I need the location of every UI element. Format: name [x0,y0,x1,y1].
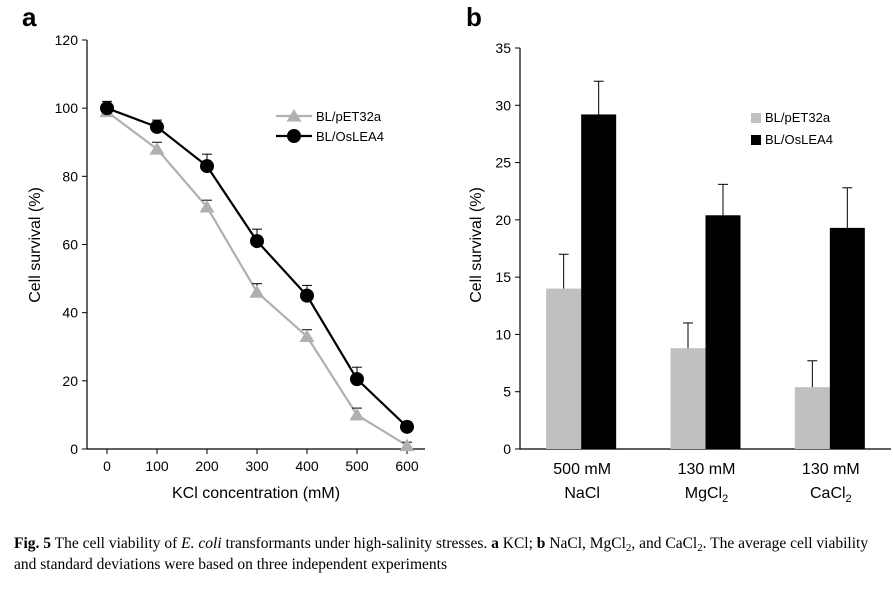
panel-a-letter: a [22,2,37,32]
panel-b-bar-pet32a [794,387,830,449]
panel-a-data-point [349,407,365,421]
panel-b-y-tick-label: 0 [503,441,511,457]
panel-b-category-label: 130 mM [802,461,860,478]
panel-b-y-tick-label: 10 [495,326,511,342]
panel-a-y-tick-label: 100 [55,100,79,116]
panel-b-bar-pet32a [670,348,706,449]
panel-a-legend: BL/pET32a BL/OsLEA4 [276,109,384,144]
panel-a-series-oslea4 [100,100,414,434]
panel-b-category-sublabel: NaCl [564,485,600,502]
panel-a-y-tick-label: 120 [55,32,79,48]
panel-a-y-axis-title: Cell survival (%) [27,187,44,303]
panel-b-legend-label: BL/pET32a [765,110,831,125]
panel-a-series-line [106,110,408,447]
panel-b-letter: b [466,2,482,32]
panel-a-ticks: 0 20 40 60 80 100 120 0 100 200 300 400 500 600 [55,32,419,474]
panel-a: a 0 20 40 60 80 100 120 0 100 200 300 400 500 600 KCl… [22,2,425,502]
panel-b-legend: BL/pET32a BL/OsLEA4 [751,110,833,147]
panel-b-category-sublabel: CaCl2 [810,485,852,505]
panel-a-legend-label: BL/OsLEA4 [316,129,384,144]
panel-a-data-point [350,372,364,387]
panel-a-data-point [200,159,214,174]
panel-a-data-point [249,285,265,298]
panel-a-y-tick-label: 60 [62,237,78,253]
caption-text-5: , and CaCl [631,535,698,552]
panel-b-bar-oslea4 [581,114,617,450]
panel-b: b 0 5 10 15 20 25 30 35 500 mM NaCl 130 mM MgCl2 130… [466,2,891,505]
caption-text-6: . The average cell viability and standar… [14,535,869,573]
panel-a-data-point [299,329,315,343]
panel-b-ticks: 0 5 10 15 20 25 30 35 500 mM NaCl 130 mM MgCl2 130 m… [495,40,859,505]
panel-b-legend-swatch [751,113,761,123]
caption-text-3: KCl; [498,535,537,552]
panel-a-y-tick-label: 20 [62,373,78,389]
panel-b-bar-oslea4 [705,215,741,449]
caption-a-letter: a [491,535,499,552]
panel-a-data-point [150,119,164,134]
panel-a-data-point [400,419,414,434]
panel-a-y-tick-label: 0 [70,441,78,457]
panel-a-x-tick-label: 400 [295,458,319,474]
panel-b-bar-oslea4 [829,227,865,449]
panel-a-x-tick-label: 100 [145,458,169,474]
panel-b-bars [546,80,865,450]
panel-a-data-point [100,101,114,116]
panel-b-category-label: 500 mM [553,461,611,478]
panel-a-y-tick-label: 80 [62,168,78,184]
panel-b-y-tick-label: 15 [495,269,511,285]
caption-text-1: The cell viability of [51,535,182,552]
panel-a-x-tick-label: 600 [395,458,419,474]
panel-b-y-tick-label: 35 [495,40,511,56]
panel-a-x-tick-label: 500 [345,458,369,474]
panel-b-y-tick-label: 20 [495,212,511,228]
panel-b-bar-pet32a [546,288,582,449]
panel-b-y-axis-title: Cell survival (%) [468,187,485,303]
panel-a-series-pet32a [99,104,415,452]
panel-b-y-tick-label: 25 [495,155,511,171]
figure-caption: Fig. 5 The cell viability of E. coli tra… [14,533,884,575]
panel-a-data-point [250,234,264,249]
panel-a-data-point [199,200,215,213]
panel-b-y-tick-label: 5 [503,384,511,400]
caption-sub-2: 2 [697,542,703,554]
caption-label: Fig. 5 [14,535,52,552]
panel-b-category-sublabel: MgCl2 [685,485,728,505]
panel-a-data-point [399,438,415,452]
panel-b-y-tick-label: 30 [495,97,511,113]
panel-a-data-point [149,142,165,155]
caption-sub-1: 2 [625,542,632,554]
caption-b-letter: b [536,535,546,552]
panel-a-x-axis-title: KCl concentration (mM) [172,485,340,502]
panel-a-legend-marker [287,129,301,143]
panel-a-legend-marker [286,109,302,122]
panel-a-series [99,100,415,452]
panel-a-x-tick-label: 300 [245,458,269,474]
panel-b-legend-swatch [751,135,761,145]
panel-a-legend-label: BL/pET32a [316,109,382,124]
panel-a-x-tick-label: 0 [103,458,111,474]
panel-a-x-tick-label: 200 [195,458,219,474]
caption-text-4: NaCl, MgCl [545,535,626,552]
panel-a-data-point [300,288,314,303]
panel-b-category-label: 130 mM [678,461,736,478]
caption-organism: E. coli [181,535,222,552]
panel-b-legend-label: BL/OsLEA4 [765,132,833,147]
panel-a-y-tick-label: 40 [62,305,78,321]
caption-text-2: transformants under high-salinity stress… [221,535,492,552]
